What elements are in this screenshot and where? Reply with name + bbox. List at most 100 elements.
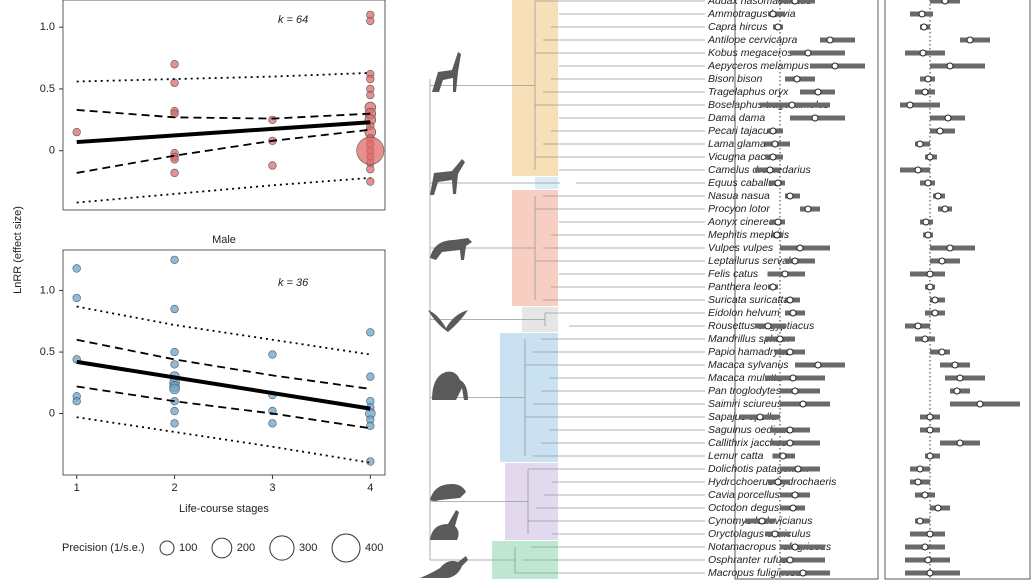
legend-symbol: [331, 533, 361, 563]
estimate: [789, 504, 797, 512]
estimate: [776, 335, 784, 343]
legend-symbol: [211, 537, 233, 559]
species-label: Panthera leo: [708, 281, 768, 293]
species-label: Suricata suricatta: [708, 294, 789, 306]
estimate: [931, 309, 939, 317]
point: [366, 165, 375, 174]
estimate: [756, 413, 764, 421]
species-label: Notamacropus rufogriseus: [708, 541, 832, 553]
estimate: [789, 309, 797, 317]
estimate: [938, 348, 946, 356]
fit-line: [76, 416, 371, 464]
species-label: Cavia porcellus: [708, 489, 781, 501]
legend-title: Precision (1/s.e.): [62, 542, 145, 554]
x-axis-label: Life-course stages: [179, 503, 269, 515]
y-tick-label: 0.5: [40, 346, 55, 358]
legend-label: 400: [365, 542, 383, 554]
species-label: Lama glama: [708, 138, 766, 150]
point: [268, 350, 277, 359]
estimate: [766, 166, 774, 174]
estimate: [926, 452, 934, 460]
species-label: Callithrix jacchus: [708, 437, 788, 449]
plot-frame: [62, 0, 386, 211]
estimate: [793, 75, 801, 83]
estimate: [931, 296, 939, 304]
estimate: [804, 49, 812, 57]
estimate: [791, 0, 799, 5]
fit-line: [76, 338, 371, 390]
species-label: Tragelaphus oryx: [708, 86, 789, 98]
fit-line: [76, 128, 371, 174]
estimate: [924, 231, 932, 239]
estimate: [814, 88, 822, 96]
point: [366, 16, 375, 26]
annotation: k = 64: [278, 14, 308, 26]
estimate: [786, 192, 794, 200]
estimate: [799, 400, 807, 408]
estimate: [791, 387, 799, 395]
estimate: [814, 361, 822, 369]
point: [72, 397, 81, 406]
species-label: Antilope cervicapra: [707, 34, 797, 46]
x-tick-label: 3: [269, 482, 275, 494]
species-label: Saimiri sciureus: [708, 398, 783, 410]
estimate: [906, 101, 914, 109]
point: [170, 347, 179, 357]
species-label: Octodon degus: [708, 502, 780, 514]
estimate: [774, 179, 782, 187]
estimate: [781, 270, 789, 278]
species-label: Oryctolagus cuniculus: [708, 528, 811, 540]
estimate: [922, 218, 930, 226]
point: [170, 60, 179, 69]
estimate: [936, 127, 944, 135]
species-label: Pan troglodytes: [708, 385, 782, 397]
point: [268, 419, 277, 428]
estimate: [946, 62, 954, 70]
estimate: [926, 530, 934, 538]
fit-line: [76, 359, 371, 411]
horse-icon: [430, 159, 465, 195]
estimate: [951, 361, 959, 369]
species-label: Osphranter rufus: [708, 554, 788, 566]
estimate: [769, 127, 777, 135]
estimate: [786, 348, 794, 356]
plots: 0 0.5 1.0 k = 64 0 0.5 1.0 1 2 3 4 Male k = 36 Life-c…: [12, 0, 1031, 580]
estimate: [804, 205, 812, 213]
estimate: [956, 439, 964, 447]
legend-label: 300: [299, 542, 317, 554]
estimate: [788, 101, 796, 109]
estimate: [799, 569, 807, 577]
y-tick-label: 0: [49, 407, 55, 419]
estimate: [796, 244, 804, 252]
estimate: [826, 36, 834, 44]
point: [170, 255, 179, 264]
rodent-icon: [430, 484, 466, 501]
panel-title: Male: [212, 234, 236, 246]
estimate: [774, 478, 782, 486]
estimate: [956, 374, 964, 382]
estimate: [924, 179, 932, 187]
species-label: Lemur catta: [708, 450, 764, 462]
estimate: [938, 257, 946, 265]
estimate: [921, 543, 929, 551]
estimate: [811, 114, 819, 122]
estimate: [773, 231, 781, 239]
estimate: [918, 10, 926, 18]
species-label: Papio hamadryas: [708, 346, 790, 358]
estimate: [786, 439, 794, 447]
point: [72, 128, 81, 137]
silhouettes: [420, 52, 472, 578]
point: [366, 457, 375, 466]
species-label: Macaca mulatta: [708, 372, 782, 384]
species-label: Vulpes vulpes: [708, 242, 774, 254]
species-label: Equus caballus: [708, 177, 780, 189]
species-label: Mandrillus sphinx: [708, 333, 790, 345]
estimate: [921, 335, 929, 343]
species-label: Dama dama: [708, 112, 765, 124]
estimate: [914, 478, 922, 486]
estimate: [791, 491, 799, 499]
estimate: [774, 218, 782, 226]
estimate: [921, 491, 929, 499]
species-label: Kobus megaceros: [708, 47, 793, 59]
point: [366, 421, 375, 430]
